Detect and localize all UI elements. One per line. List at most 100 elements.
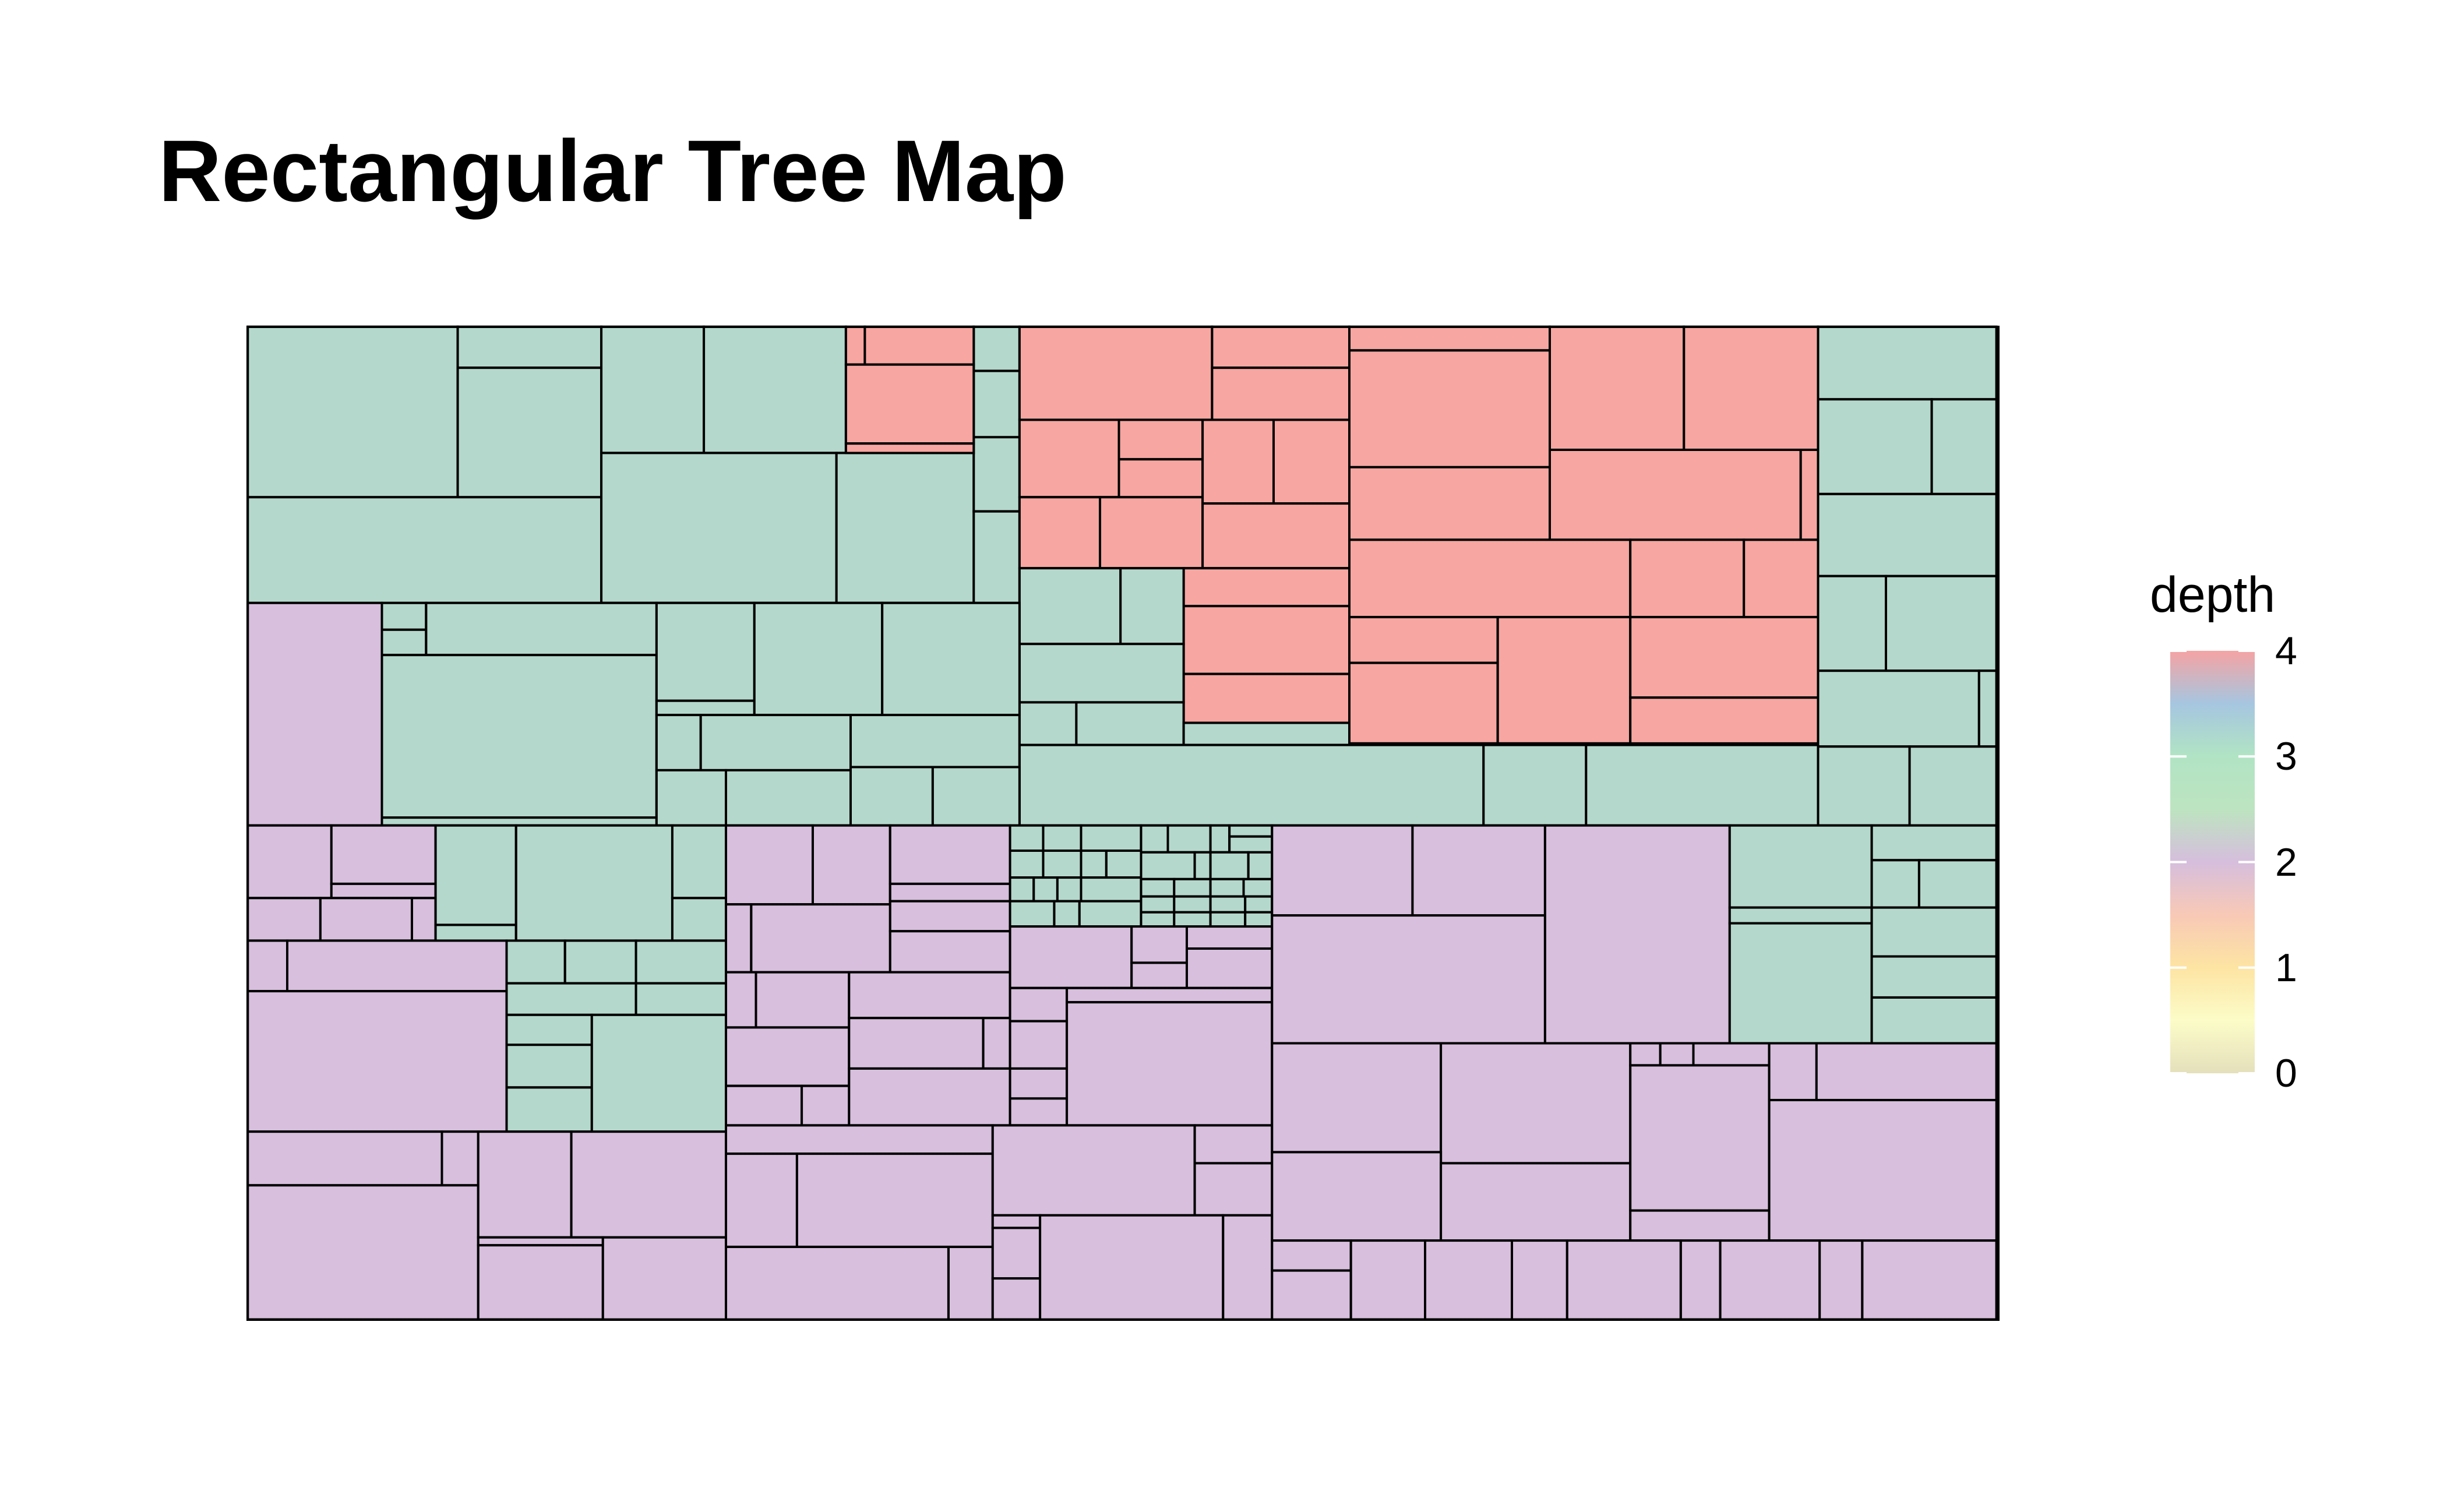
treemap-tile-depth-3 xyxy=(1917,859,1998,909)
treemap-tile-depth-2 xyxy=(1629,1209,1771,1242)
treemap-tile-depth-2 xyxy=(991,1124,1196,1217)
treemap-tile-depth-2 xyxy=(1271,1151,1443,1242)
treemap-tile-depth-2 xyxy=(1271,1239,1352,1272)
treemap-tile-depth-3 xyxy=(380,601,428,631)
treemap-tile-depth-3 xyxy=(1173,911,1212,928)
legend-tick-label: 3 xyxy=(2275,734,2297,779)
treemap-tile-depth-4 xyxy=(863,325,975,366)
treemap-tile-depth-3 xyxy=(931,766,1021,827)
treemap-tile-depth-4 xyxy=(844,442,975,454)
treemap-tile-depth-2 xyxy=(1009,1097,1069,1127)
treemap-tile-depth-4 xyxy=(1549,325,1686,452)
treemap-tile-depth-2 xyxy=(246,1130,443,1187)
treemap-tile-depth-2 xyxy=(1440,1162,1632,1242)
treemap-tile-depth-4 xyxy=(1201,502,1351,570)
treemap-tile-depth-3 xyxy=(972,369,1021,439)
treemap-tile-depth-2 xyxy=(1222,1214,1274,1321)
legend xyxy=(2170,650,2255,1074)
treemap-tile-depth-3 xyxy=(1870,859,1920,909)
legend-tick-label: 4 xyxy=(2275,629,2297,673)
treemap-tile-depth-4 xyxy=(1799,449,1820,541)
treemap-tile-depth-3 xyxy=(1728,906,1873,925)
treemap-tile-depth-4 xyxy=(1211,366,1351,421)
treemap-tile-depth-3 xyxy=(246,496,603,604)
treemap-tile-depth-3 xyxy=(505,1044,593,1089)
treemap-tile-depth-3 xyxy=(835,452,975,604)
treemap-tile-depth-3 xyxy=(1009,876,1035,903)
treemap-tile-depth-3 xyxy=(590,1013,727,1133)
treemap-tile-depth-3 xyxy=(1817,745,1911,827)
treemap-tile-depth-2 xyxy=(1193,1124,1274,1165)
treemap-tile-depth-2 xyxy=(1679,1239,1722,1321)
legend-tick-label: 0 xyxy=(2275,1051,2297,1095)
treemap-tile-depth-2 xyxy=(1818,1239,1864,1321)
treemap-tile-depth-2 xyxy=(440,1130,479,1187)
treemap-tile-depth-3 xyxy=(1078,900,1143,928)
treemap-tile-depth-2 xyxy=(1411,824,1546,917)
treemap-tile-depth-3 xyxy=(1119,567,1185,646)
treemap-tile-depth-3 xyxy=(434,824,517,926)
treemap-tile-depth-3 xyxy=(380,628,428,657)
treemap-tile-depth-2 xyxy=(330,882,437,900)
treemap-tile-depth-2 xyxy=(477,1236,604,1247)
treemap-tile-depth-2 xyxy=(1009,1067,1069,1100)
treemap-tile-depth-4 xyxy=(1117,458,1204,499)
treemap-tile-depth-4 xyxy=(1496,616,1632,745)
legend-tick-label: 1 xyxy=(2275,945,2297,990)
treemap-tile-depth-3 xyxy=(849,766,934,827)
treemap-tile-depth-2 xyxy=(725,1124,994,1155)
treemap-tile-depth-2 xyxy=(1009,1020,1069,1070)
treemap-tile-depth-2 xyxy=(991,1226,1042,1280)
treemap-tile-depth-3 xyxy=(1032,876,1059,903)
treemap-tile-depth-4 xyxy=(1182,567,1351,608)
treemap-tile-depth-2 xyxy=(1659,1042,1695,1067)
treemap-tile-depth-2 xyxy=(1815,1042,1998,1101)
treemap-tile-depth-3 xyxy=(1482,743,1588,827)
treemap-tile-depth-2 xyxy=(801,1084,851,1127)
treemap-tile-depth-2 xyxy=(1511,1239,1568,1321)
treemap-tile-depth-3 xyxy=(1182,721,1351,746)
chart-title: Rectangular Tree Map xyxy=(158,122,1067,220)
treemap-tile-depth-2 xyxy=(1543,824,1731,1045)
treemap-tile-depth-2 xyxy=(812,824,891,906)
treemap-tile-depth-4 xyxy=(1018,418,1120,499)
treemap-tile-depth-4 xyxy=(1348,661,1499,745)
treemap-tile-depth-3 xyxy=(1140,895,1176,914)
treemap-tile-depth-3 xyxy=(725,769,852,827)
treemap-tile-depth-2 xyxy=(1186,925,1274,950)
treemap-tile-depth-3 xyxy=(972,325,1021,372)
treemap-tile-depth-3 xyxy=(1140,851,1196,880)
treemap-tile-depth-3 xyxy=(849,714,1021,769)
treemap-tile-depth-3 xyxy=(671,824,728,900)
treemap-tile-depth-3 xyxy=(246,325,459,499)
treemap-tile-depth-3 xyxy=(505,982,637,1016)
treemap-tile-depth-3 xyxy=(1193,851,1212,880)
treemap-tile-depth-2 xyxy=(888,900,1011,933)
treemap-tile-depth-3 xyxy=(505,1086,593,1133)
treemap-tile-depth-2 xyxy=(725,1152,798,1248)
treemap-tile-depth-2 xyxy=(888,930,1011,974)
treemap-tile-depth-4 xyxy=(1348,325,1551,352)
treemap-tile-depth-2 xyxy=(991,1277,1042,1321)
treemap-tile-depth-3 xyxy=(1870,824,1998,862)
treemap-tile-depth-2 xyxy=(947,1246,994,1321)
treemap-tile-depth-2 xyxy=(246,824,333,900)
treemap-tile-depth-2 xyxy=(795,1152,994,1248)
treemap-tile-depth-2 xyxy=(1130,925,1188,964)
treemap-tile-depth-3 xyxy=(1080,876,1143,903)
treemap-tile-depth-2 xyxy=(1271,1269,1352,1321)
treemap-tile-depth-2 xyxy=(1768,1042,1818,1101)
treemap-tile-depth-3 xyxy=(972,510,1021,604)
treemap-tile-depth-2 xyxy=(1130,961,1188,989)
treemap-tile-depth-2 xyxy=(848,1017,985,1070)
treemap-tile-depth-3 xyxy=(1817,492,1998,577)
treemap-tile-depth-2 xyxy=(1271,824,1414,917)
treemap-tile-depth-3 xyxy=(380,816,658,827)
treemap-tile-depth-3 xyxy=(1173,895,1212,914)
treemap-tile-depth-3 xyxy=(655,714,702,771)
treemap-tile-depth-3 xyxy=(1166,824,1212,854)
treemap-tile-depth-3 xyxy=(655,769,728,827)
treemap-tile-depth-3 xyxy=(1209,877,1245,898)
treemap-tile-depth-3 xyxy=(1977,669,1998,748)
treemap-tile-depth-2 xyxy=(1193,1162,1274,1217)
